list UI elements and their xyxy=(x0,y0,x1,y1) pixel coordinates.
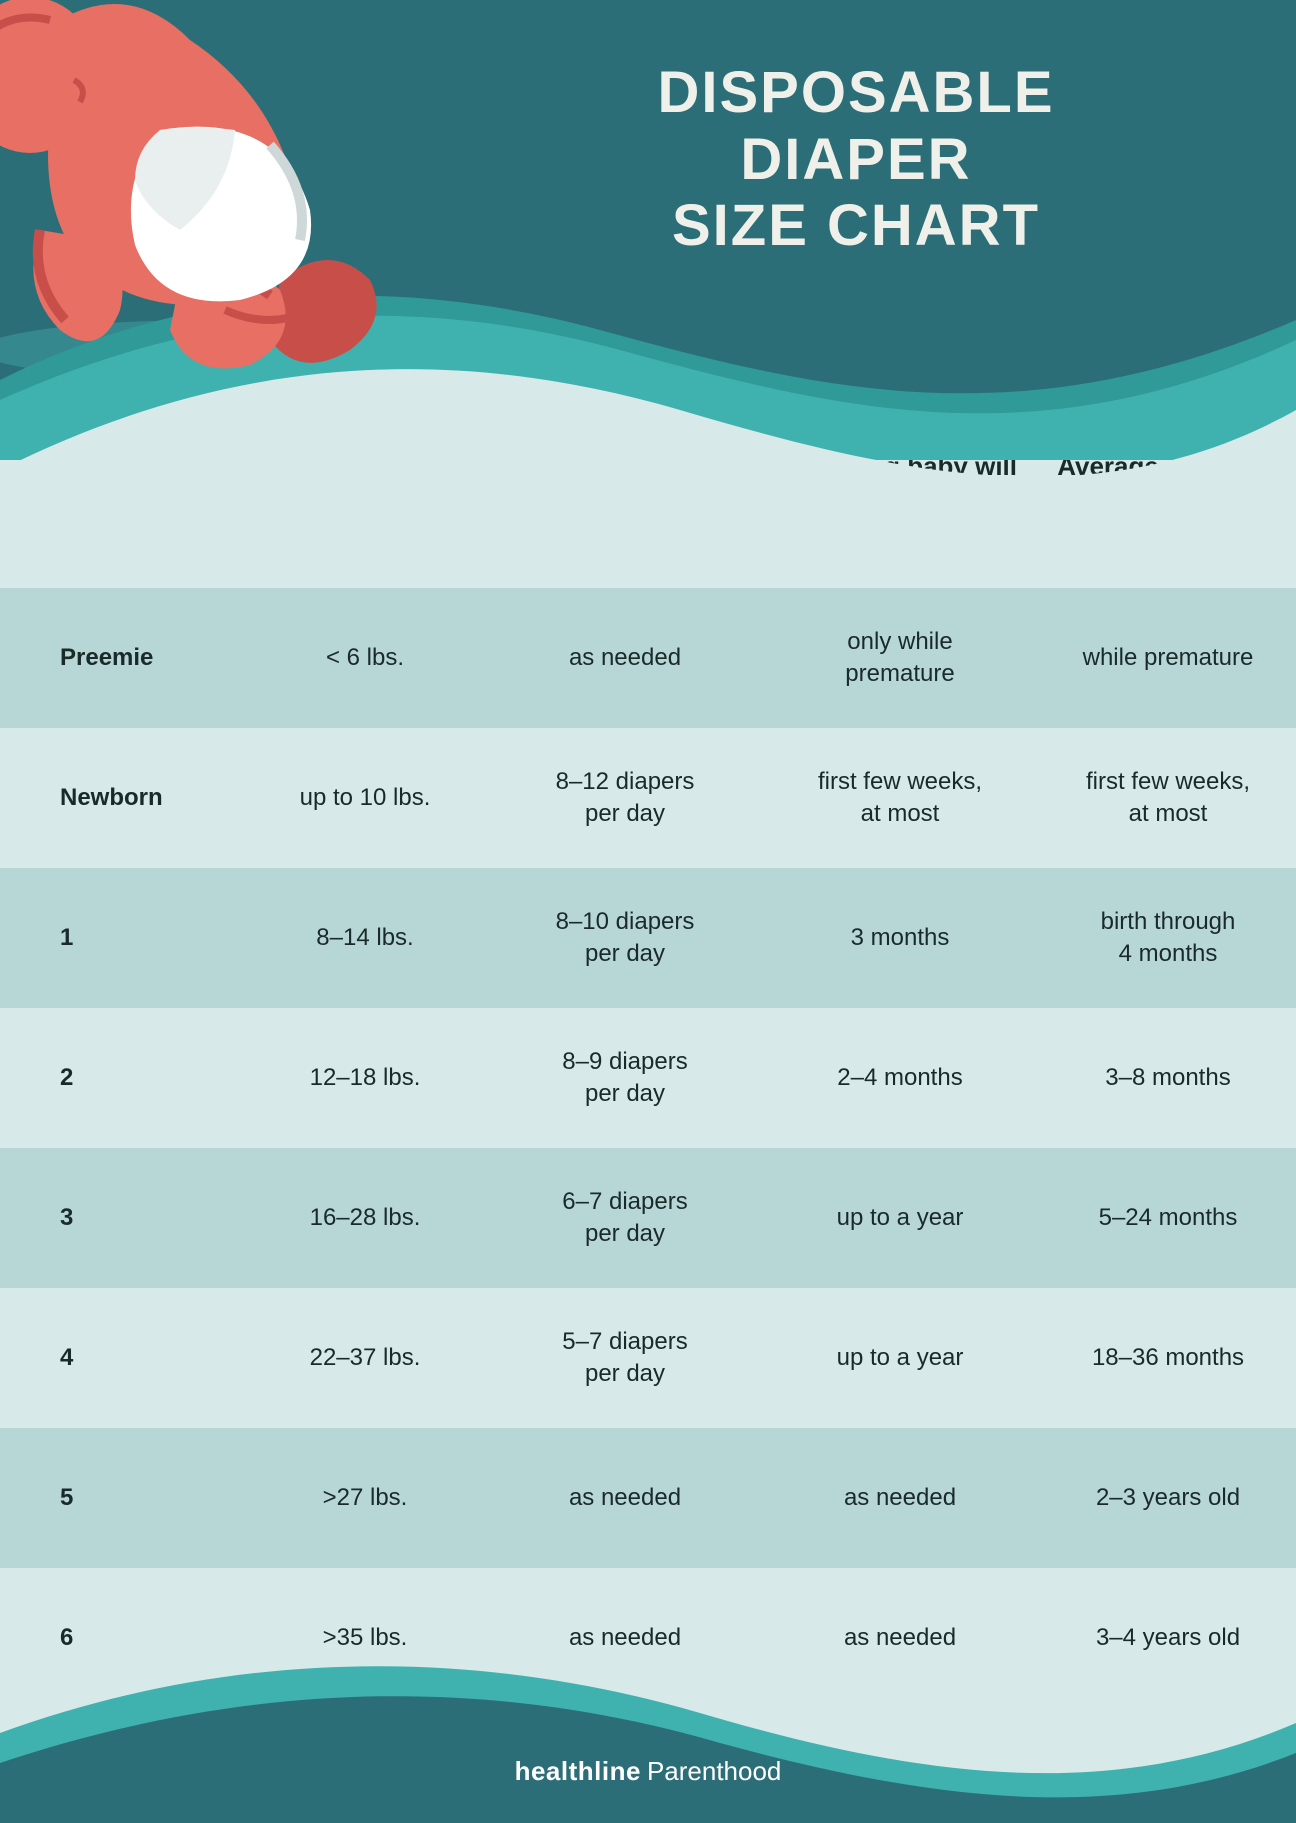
baby-crawling-icon xyxy=(0,0,470,400)
cell-size: 3 xyxy=(0,1202,240,1233)
title-line-3: SIZE CHART xyxy=(536,193,1176,260)
cell-duration: only whilepremature xyxy=(760,626,1040,688)
table-row: Newbornup to 10 lbs.8–12 diapersper dayf… xyxy=(0,728,1296,868)
cell-weight: 16–28 lbs. xyxy=(240,1202,490,1233)
cell-per_day: 8–12 diapersper day xyxy=(490,766,760,828)
cell-age: first few weeks,at most xyxy=(1040,766,1296,828)
footer-logo: healthlineParenthood xyxy=(0,1756,1296,1787)
cell-duration: up to a year xyxy=(760,1202,1040,1233)
header-region: DISPOSABLE DIAPER SIZE CHART xyxy=(0,0,1296,420)
cell-weight: < 6 lbs. xyxy=(240,642,490,673)
table-row: 422–37 lbs.5–7 diapersper dayup to a yea… xyxy=(0,1288,1296,1428)
table-row: 212–18 lbs.8–9 diapersper day2–4 months3… xyxy=(0,1008,1296,1148)
cell-size: 4 xyxy=(0,1342,240,1373)
cell-per_day: 8–10 diapersper day xyxy=(490,906,760,968)
cell-weight: 8–14 lbs. xyxy=(240,922,490,953)
table-row: Preemie< 6 lbs.as neededonly whilepremat… xyxy=(0,588,1296,728)
cell-weight: 12–18 lbs. xyxy=(240,1062,490,1093)
cell-age: 5–24 months xyxy=(1040,1202,1296,1233)
cell-weight: up to 10 lbs. xyxy=(240,782,490,813)
table-row: 5>27 lbs.as neededas needed2–3 years old xyxy=(0,1428,1296,1568)
cell-weight: 22–37 lbs. xyxy=(240,1342,490,1373)
cell-weight: >27 lbs. xyxy=(240,1482,490,1513)
cell-per_day: 6–7 diapersper day xyxy=(490,1186,760,1248)
cell-per_day: as needed xyxy=(490,1482,760,1513)
cell-size: 1 xyxy=(0,922,240,953)
cell-duration: 2–4 months xyxy=(760,1062,1040,1093)
cell-duration: up to a year xyxy=(760,1342,1040,1373)
cell-duration: as needed xyxy=(760,1482,1040,1513)
table-body: Preemie< 6 lbs.as neededonly whilepremat… xyxy=(0,588,1296,1708)
cell-per_day: 8–9 diapersper day xyxy=(490,1046,760,1108)
cell-age: while premature xyxy=(1040,642,1296,673)
cell-duration: 3 months xyxy=(760,922,1040,953)
title-line-2: DIAPER xyxy=(536,127,1176,194)
cell-size: Newborn xyxy=(0,782,240,813)
title-line-1: DISPOSABLE xyxy=(536,60,1176,127)
cell-size: 2 xyxy=(0,1062,240,1093)
table-row: 316–28 lbs.6–7 diapersper dayup to a yea… xyxy=(0,1148,1296,1288)
cell-age: birth through4 months xyxy=(1040,906,1296,968)
chart-title: DISPOSABLE DIAPER SIZE CHART xyxy=(536,60,1176,260)
footer-wave-icon xyxy=(0,1623,1296,1823)
cell-age: 3–8 months xyxy=(1040,1062,1296,1093)
cell-size: Preemie xyxy=(0,642,240,673)
table-row: 18–14 lbs.8–10 diapersper day3 monthsbir… xyxy=(0,868,1296,1008)
cell-duration: first few weeks,at most xyxy=(760,766,1040,828)
cell-per_day: 5–7 diapersper day xyxy=(490,1326,760,1388)
cell-age: 2–3 years old xyxy=(1040,1482,1296,1513)
footer-sub: Parenthood xyxy=(647,1756,781,1786)
cell-size: 5 xyxy=(0,1482,240,1513)
cell-per_day: as needed xyxy=(490,642,760,673)
size-table: Diaper size Baby's average weight Averag… xyxy=(0,430,1296,1708)
diaper-size-chart: DISPOSABLE DIAPER SIZE CHART Diaper size… xyxy=(0,0,1296,1823)
cell-age: 18–36 months xyxy=(1040,1342,1296,1373)
footer-brand: healthline xyxy=(515,1756,641,1786)
